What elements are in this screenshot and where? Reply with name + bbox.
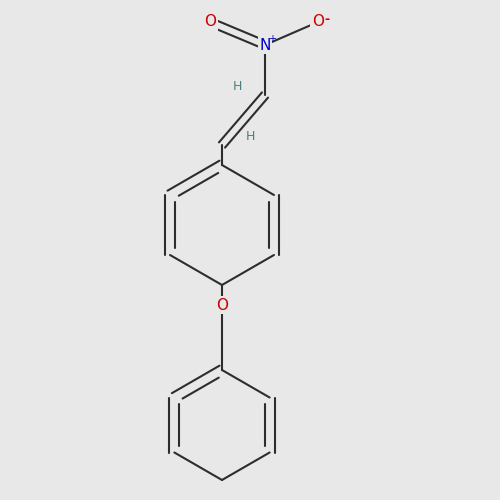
- Text: -: -: [324, 12, 330, 26]
- Text: O: O: [216, 298, 228, 312]
- Text: H: H: [232, 80, 241, 94]
- Text: O: O: [312, 14, 324, 30]
- Text: O: O: [204, 14, 216, 30]
- Text: N: N: [260, 38, 270, 52]
- Text: +: +: [268, 34, 276, 44]
- Text: H: H: [246, 130, 254, 143]
